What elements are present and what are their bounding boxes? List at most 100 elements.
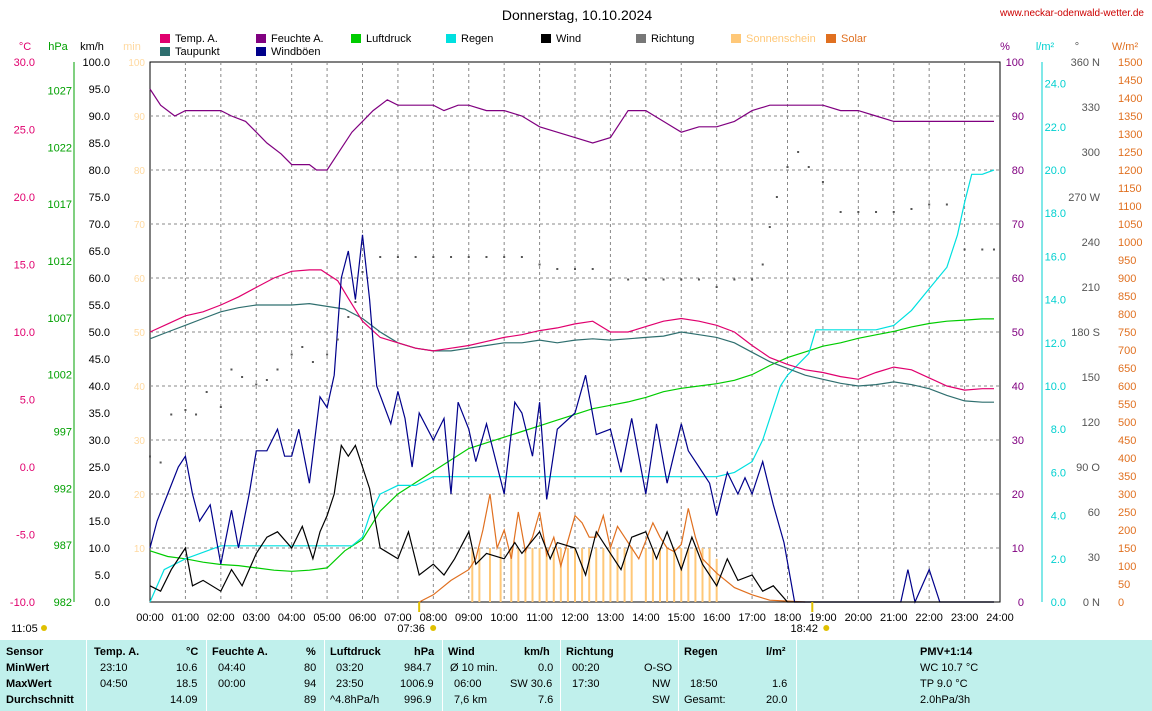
direction-point bbox=[963, 248, 966, 251]
stats-header-temp: Temp. A. bbox=[94, 646, 140, 658]
direction-point bbox=[432, 256, 435, 258]
stats-pmv-value: 2.0hPa/3h bbox=[920, 694, 971, 706]
taupunkt-line bbox=[149, 302, 994, 403]
stats-header-rain: Regen bbox=[684, 646, 718, 658]
wind-tick-label: 55.0 bbox=[89, 300, 110, 312]
legend-swatch bbox=[351, 34, 361, 43]
stats-temp-value: 14.09 bbox=[170, 694, 198, 706]
wind-tick-label: 60.0 bbox=[89, 273, 110, 285]
time-tick-label: 24:00 bbox=[986, 612, 1014, 624]
direction-point bbox=[354, 301, 357, 303]
time-tick-label: 18:00 bbox=[774, 612, 802, 624]
direction-point bbox=[170, 413, 173, 416]
legend-label: Feuchte A. bbox=[271, 33, 324, 45]
rain-tick-label: 4.0 bbox=[1051, 511, 1066, 523]
direction-point bbox=[609, 278, 612, 281]
stats-header-rain-unit: l/m² bbox=[766, 646, 786, 658]
legend-swatch bbox=[731, 34, 741, 43]
solar-tick-label: 650 bbox=[1118, 363, 1136, 375]
temp-tick-label: 0.0 bbox=[20, 462, 35, 474]
stats-temp-time: 04:50 bbox=[100, 678, 128, 690]
wind-tick-label: 70.0 bbox=[89, 219, 110, 231]
direction-point bbox=[775, 196, 778, 198]
stats-temp-value: 10.6 bbox=[176, 662, 198, 674]
wind-tick-label: 50.0 bbox=[89, 327, 110, 339]
direction-point bbox=[910, 208, 913, 210]
direction-point bbox=[875, 211, 878, 213]
time-tick-label: 06:00 bbox=[349, 612, 377, 624]
rain-tick-label: 24.0 bbox=[1045, 79, 1066, 91]
rain-tick-label: 6.0 bbox=[1051, 467, 1066, 479]
dir-tick-label: 330 bbox=[1082, 102, 1100, 114]
solar-line bbox=[418, 493, 806, 603]
stats-row-label: MaxWert bbox=[6, 678, 52, 690]
stats-temp-time: 23:10 bbox=[100, 662, 128, 674]
pressure-tick-label: 1012 bbox=[48, 256, 72, 268]
hum-tick-label: 80 bbox=[1012, 165, 1024, 177]
solar-tick-label: 1250 bbox=[1118, 147, 1142, 159]
direction-point bbox=[255, 383, 258, 386]
direction-point bbox=[195, 413, 198, 416]
solar-tick-label: 800 bbox=[1118, 309, 1136, 321]
stats-rain-value: 20.0 bbox=[766, 694, 788, 706]
direction-point bbox=[414, 256, 417, 258]
stats-temp-value: 18.5 bbox=[176, 678, 198, 690]
hum-tick-label: 60 bbox=[1012, 273, 1024, 285]
direction-point bbox=[290, 353, 293, 356]
time-tick-label: 03:00 bbox=[242, 612, 270, 624]
stats-row-label: Durchschnitt bbox=[6, 694, 74, 706]
direction-point bbox=[892, 211, 895, 213]
hum-tick-label: 10 bbox=[1012, 543, 1024, 555]
wind-tick-label: 10.0 bbox=[89, 543, 110, 555]
direction-point bbox=[326, 353, 329, 356]
stats-wind-value: 7.6 bbox=[538, 694, 554, 706]
rain-tick-label: 16.0 bbox=[1045, 251, 1066, 263]
chart-series bbox=[149, 88, 995, 604]
stats-press-value: 984.7 bbox=[404, 662, 432, 674]
direction-point bbox=[301, 346, 304, 348]
dir-tick-label: 270 W bbox=[1068, 192, 1100, 204]
temp-tick-label: -5.0 bbox=[16, 530, 35, 542]
site-link[interactable]: www.neckar-odenwald-wetter.de bbox=[999, 8, 1144, 19]
wind-tick-label: 75.0 bbox=[89, 192, 110, 204]
direction-point bbox=[347, 316, 350, 318]
direction-point bbox=[981, 248, 984, 251]
legend-swatch bbox=[256, 34, 266, 43]
direction-point bbox=[733, 278, 736, 281]
stats-header-hum-unit: % bbox=[306, 646, 316, 658]
direction-point bbox=[485, 256, 488, 258]
dir-tick-label: 30 bbox=[1088, 552, 1100, 564]
stats-press-time: 23:50 bbox=[336, 678, 364, 690]
direction-point bbox=[467, 256, 470, 258]
solar-tick-label: 1300 bbox=[1118, 129, 1142, 141]
legend-swatch bbox=[256, 47, 266, 56]
stats-hum-value: 89 bbox=[304, 694, 317, 706]
solar-tick-label: 50 bbox=[1118, 579, 1130, 591]
statistics-panel: Sensor Temp. A. °C Feuchte A. % Luftdruc… bbox=[0, 640, 1152, 711]
hum-tick-label: 30 bbox=[1012, 435, 1024, 447]
dir-tick-label: 150 bbox=[1082, 372, 1100, 384]
solar-tick-label: 300 bbox=[1118, 489, 1136, 501]
sun-tick-label: 10 bbox=[134, 544, 146, 555]
solar-tick-label: 1150 bbox=[1118, 183, 1142, 195]
chart-axes: 30.025.020.015.010.05.00.0-5.0-10.0100.0… bbox=[10, 41, 1143, 624]
solar-tick-label: 1350 bbox=[1118, 111, 1142, 123]
rain-tick-label: 14.0 bbox=[1045, 295, 1066, 307]
pressure-tick-label: 1002 bbox=[48, 370, 72, 382]
wind-tick-label: 100.0 bbox=[82, 57, 110, 69]
regen-line bbox=[149, 169, 995, 603]
sun-tick-label: 80 bbox=[134, 166, 146, 177]
temp-tick-label: 15.0 bbox=[14, 260, 35, 272]
time-tick-label: 02:00 bbox=[207, 612, 235, 624]
direction-point bbox=[538, 263, 541, 266]
temp-a-line bbox=[149, 269, 994, 391]
stats-wind-value: 0.0 bbox=[538, 662, 554, 674]
time-tick-label: 08:00 bbox=[420, 612, 448, 624]
sun-tick-label: 70 bbox=[134, 220, 146, 231]
direction-point bbox=[219, 406, 222, 408]
legend-swatch bbox=[446, 34, 456, 43]
solar-noon-time: 11:05 bbox=[11, 623, 38, 635]
sun-tick-label: 50 bbox=[134, 328, 146, 339]
legend-swatch bbox=[826, 34, 836, 43]
stats-wind-time: 7,6 km bbox=[454, 694, 488, 706]
